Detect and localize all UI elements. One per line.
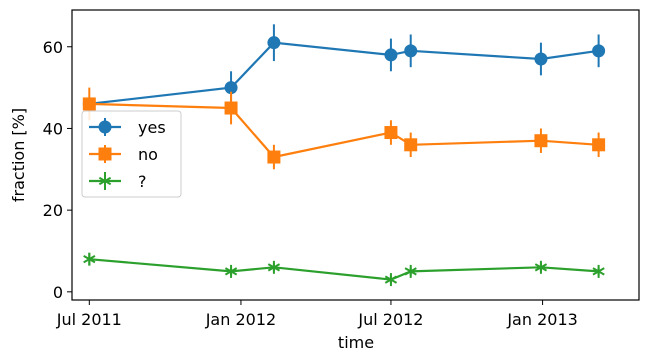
data-point [82, 97, 96, 111]
data-point [267, 260, 281, 274]
legend-label: ? [138, 172, 147, 191]
legend-item: ? [89, 172, 147, 191]
series-3 [83, 252, 605, 287]
data-point [592, 138, 606, 152]
data-point [384, 273, 398, 287]
data-point [592, 44, 606, 58]
legend-marker [98, 174, 112, 188]
data-point [404, 138, 418, 152]
data-point [224, 81, 238, 95]
x-tick-label: Jul 2011 [56, 310, 122, 329]
legend-marker [98, 120, 112, 134]
axes-frame [71, 9, 640, 301]
y-tick-label: 0 [53, 283, 63, 302]
data-point [267, 36, 281, 50]
x-axis-label: time [338, 333, 374, 352]
y-tick-label: 20 [43, 201, 63, 220]
y-tick-label: 60 [43, 38, 63, 57]
data-point [534, 52, 548, 66]
data-point [404, 44, 418, 58]
data-point [384, 48, 398, 62]
legend: yes no? [81, 110, 182, 198]
data-point [404, 264, 417, 278]
data-point [592, 264, 605, 278]
data-point [224, 264, 238, 278]
data-point [384, 126, 398, 140]
legend-marker [98, 147, 112, 161]
y-axis-label: fraction [%] [9, 108, 28, 202]
series-2 [82, 87, 606, 170]
legend-item: yes [89, 118, 166, 137]
data-point [83, 252, 96, 266]
legend-label: no [138, 145, 158, 164]
x-tick-label: Jan 2013 [506, 310, 577, 329]
x-tick-label: Jul 2012 [357, 310, 423, 329]
legend-item: no [89, 145, 158, 164]
legend-label: yes [138, 118, 166, 137]
y-tick-label: 40 [43, 119, 63, 138]
data-point [224, 101, 238, 115]
data-point [267, 150, 281, 164]
data-point [534, 134, 548, 148]
data-point [534, 260, 548, 274]
x-tick-label: Jan 2012 [205, 310, 276, 329]
